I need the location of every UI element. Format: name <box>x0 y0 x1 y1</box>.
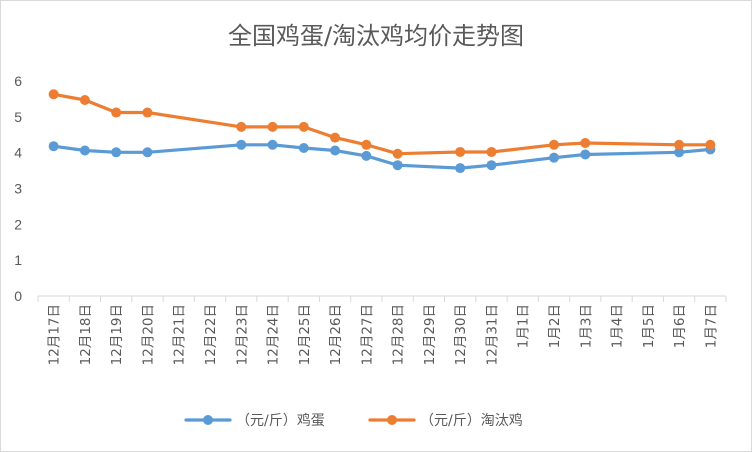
series-layer <box>48 89 716 174</box>
x-tick-label: 1月5日 <box>641 304 657 348</box>
data-point <box>455 146 466 157</box>
data-point <box>361 139 372 150</box>
series-2 <box>48 89 716 159</box>
data-point <box>549 152 559 163</box>
x-tick-label: 12月17日 <box>47 304 63 365</box>
data-point <box>486 160 497 171</box>
data-point <box>79 145 90 156</box>
x-tick-label: 12月27日 <box>359 304 375 365</box>
legend-marker <box>203 415 213 425</box>
x-tick-label: 12月18日 <box>78 304 94 365</box>
data-point <box>392 160 403 171</box>
data-point <box>236 139 247 150</box>
data-point <box>298 121 309 132</box>
data-point <box>111 107 122 118</box>
y-tick-label: 2 <box>14 216 22 232</box>
data-point <box>48 141 59 152</box>
data-point <box>298 143 309 154</box>
data-point <box>361 150 372 161</box>
x-tick-label: 12月19日 <box>109 304 125 365</box>
data-point <box>392 148 403 159</box>
x-tick-label: 12月22日 <box>203 304 219 365</box>
series-line <box>51 92 713 156</box>
legend-label: （元/斤）淘汰鸡 <box>420 412 523 429</box>
x-tick-label: 1月1日 <box>516 304 532 348</box>
legend-label: （元/斤）鸡蛋 <box>236 412 325 429</box>
x-tick-label: 1月3日 <box>578 304 594 348</box>
data-point <box>674 147 685 158</box>
data-point <box>48 89 59 100</box>
x-tick-label: 12月28日 <box>391 304 407 365</box>
x-tick-label: 1月4日 <box>610 304 626 348</box>
data-point <box>111 147 122 158</box>
data-point <box>486 146 497 157</box>
data-point <box>674 139 685 150</box>
data-point <box>142 107 153 118</box>
x-tick-label: 12月25日 <box>297 304 313 365</box>
chart-title: 全国鸡蛋/淘汰鸡均价走势图 <box>228 22 524 50</box>
x-tick-label: 12月20日 <box>140 304 156 365</box>
series-1 <box>48 139 716 174</box>
data-point <box>455 163 466 174</box>
y-tick-label: 0 <box>14 288 22 304</box>
x-tick-label: 12月24日 <box>266 304 282 365</box>
data-point <box>705 139 716 150</box>
x-tick-label: 12月26日 <box>328 304 344 365</box>
data-point <box>580 149 591 160</box>
legend-item: （元/斤）鸡蛋 <box>184 412 325 429</box>
data-point <box>267 139 278 150</box>
data-point <box>330 132 341 143</box>
x-tick-label: 12月30日 <box>453 304 469 365</box>
data-point <box>142 147 153 158</box>
x-tick-label: 12月21日 <box>172 304 188 365</box>
legend: （元/斤）鸡蛋 （元/斤）淘汰鸡 <box>184 412 523 429</box>
x-tick-label: 1月7日 <box>703 304 719 348</box>
x-tick-label: 1月6日 <box>672 304 688 348</box>
x-tick-label: 12月29日 <box>422 304 438 365</box>
data-point <box>236 121 247 132</box>
x-tick-label: 12月31日 <box>484 304 500 365</box>
legend-item: （元/斤）淘汰鸡 <box>368 412 523 429</box>
y-tick-label: 6 <box>14 73 22 89</box>
series-line <box>51 143 713 170</box>
x-tick-label: 12月23日 <box>234 304 250 365</box>
y-axis: 0 1 2 3 4 5 6 <box>14 73 22 304</box>
y-tick-label: 5 <box>14 109 22 125</box>
x-axis: 12月17日 12月18日 12月19日 12月20日 12月21日 12月22日 12月2… <box>37 295 727 365</box>
x-tick-label: 1月2日 <box>547 304 563 348</box>
y-tick-label: 1 <box>14 252 22 268</box>
y-tick-label: 4 <box>14 145 22 161</box>
data-point <box>580 137 591 148</box>
data-point <box>267 121 278 132</box>
data-point <box>330 145 341 156</box>
data-point <box>79 94 90 105</box>
legend-marker <box>387 415 397 425</box>
y-tick-label: 3 <box>14 181 22 197</box>
data-point <box>549 139 559 150</box>
